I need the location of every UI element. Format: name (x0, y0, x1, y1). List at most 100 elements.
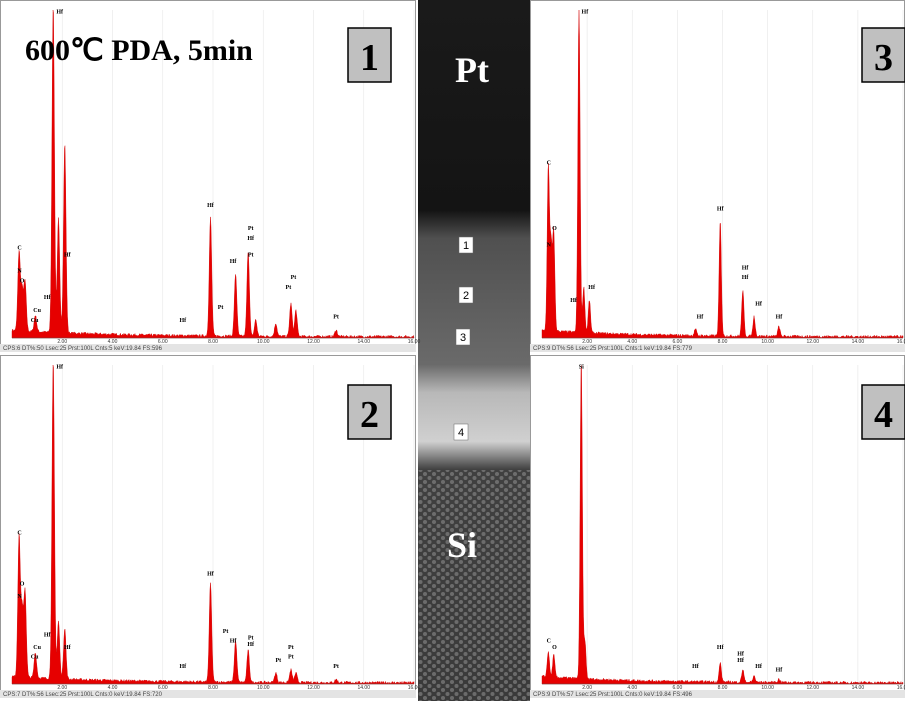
peak-label: Hf (180, 664, 188, 670)
energy-tick: 8.00 (718, 685, 728, 691)
peak-label: Hf (247, 236, 255, 242)
spectrum-panel (0, 0, 416, 352)
peak-label: Pt (333, 664, 339, 670)
peak-label: Hf (64, 645, 72, 651)
point-box (455, 328, 471, 346)
energy-tick: 16.00 (408, 685, 421, 691)
energy-tick: 16.00 (408, 339, 421, 345)
energy-tick: 14.00 (357, 685, 370, 691)
energy-tick: 16.00 (897, 685, 905, 691)
peak-label: Hf (742, 265, 750, 271)
energy-tick: 6.00 (673, 339, 683, 345)
peak-label: Hf (737, 651, 745, 657)
peak-label: Pt (248, 252, 254, 258)
spectrum (541, 9, 904, 339)
energy-tick: 14.00 (852, 339, 865, 345)
energy-tick: 6.00 (158, 685, 168, 691)
peak-label: N (547, 242, 552, 248)
energy-tick: 12.00 (307, 685, 320, 691)
spectrum (11, 364, 415, 685)
peak-label: Hf (207, 572, 215, 578)
energy-tick: 12.00 (307, 339, 320, 345)
point-label: 2 (463, 290, 469, 302)
energy-tick: 12.00 (806, 685, 819, 691)
panel-number: 2 (360, 394, 379, 436)
energy-tick: 6.00 (158, 339, 168, 345)
peak-label: Pt (275, 658, 281, 664)
energy-tick: 2.00 (582, 685, 592, 691)
peak-label: Hf (56, 10, 64, 16)
peak-label: Cu (31, 318, 39, 324)
energy-tick: 4.00 (108, 685, 118, 691)
peak-label: Hf (207, 203, 215, 209)
point-label: 4 (458, 427, 464, 439)
peak-label: C (17, 246, 21, 252)
energy-tick: 14.00 (357, 339, 370, 345)
panel-number-box (861, 27, 905, 83)
energy-tick: 14.00 (852, 685, 865, 691)
peak-label: O (552, 226, 557, 232)
peak-label: C (17, 530, 21, 536)
peak-label: Hf (776, 315, 784, 321)
peak-label: Hf (776, 667, 784, 673)
energy-tick: 8.00 (208, 339, 218, 345)
peak-label: Hf (570, 298, 578, 304)
peak-label: Pt (223, 629, 229, 635)
peak-label: Cu (31, 655, 39, 661)
peak-label: Pt (218, 305, 224, 311)
peak-label: Hf (742, 275, 750, 281)
panel-number: 4 (874, 394, 893, 436)
panel-number-box (861, 384, 905, 440)
energy-tick: 16.00 (897, 339, 905, 345)
panel-number-box (347, 27, 392, 83)
peak-label: Hf (64, 252, 72, 258)
peak-label: N (17, 594, 22, 600)
energy-tick: 2.00 (57, 339, 67, 345)
panel-number: 1 (360, 37, 379, 79)
spectrum-panel (0, 355, 416, 698)
peak-label: Hf (717, 645, 725, 651)
point-box (458, 236, 474, 254)
peak-label: Hf (737, 658, 745, 664)
energy-tick: 10.00 (257, 339, 270, 345)
peak-label: Hf (230, 639, 238, 645)
spectrum-panel (530, 355, 905, 698)
peak-label: Hf (247, 642, 255, 648)
point-label: 1 (463, 240, 469, 252)
status-bar (530, 690, 905, 698)
peak-label: Hf (697, 315, 705, 321)
energy-tick: 10.00 (761, 685, 774, 691)
status-text: CPS:9 DT%:56 Lsec:25 Prst:100L Cnts:1 ke… (533, 346, 693, 352)
energy-tick: 10.00 (257, 685, 270, 691)
peak-label: Pt (286, 285, 292, 291)
layer-label: Pt (455, 50, 489, 90)
peak-label: Hf (692, 664, 700, 670)
peak-label: Hf (717, 206, 725, 212)
peak-label: Cu (33, 308, 41, 314)
peak-label: Hf (44, 632, 52, 638)
peak-label: Pt (288, 655, 294, 661)
energy-tick: 8.00 (208, 685, 218, 691)
peak-label: Pt (288, 645, 294, 651)
energy-tick: 4.00 (627, 685, 637, 691)
energy-tick: 8.00 (718, 339, 728, 345)
peak-label: Hf (588, 285, 596, 291)
point-box (453, 423, 469, 441)
spectrum (11, 9, 415, 339)
energy-tick: 6.00 (673, 685, 683, 691)
peak-label: C (547, 639, 551, 645)
spectrum-panel (530, 0, 905, 352)
energy-tick: 12.00 (806, 339, 819, 345)
status-bar (530, 344, 905, 352)
status-text: CPS:7 DT%:56 Lsec:25 Prst:100L Cnts:0 ke… (3, 692, 163, 698)
si-lattice (418, 470, 530, 701)
panel-number: 3 (874, 37, 893, 79)
status-text: CPS:6 DT%:50 Lsec:25 Prst:100L Cnts:5 ke… (3, 346, 163, 352)
peak-label: O (552, 645, 557, 651)
peak-label: Hf (180, 318, 188, 324)
status-bar (0, 344, 416, 352)
peak-label: Pt (248, 226, 254, 232)
energy-tick: 4.00 (627, 339, 637, 345)
peak-label: Hf (582, 10, 590, 16)
